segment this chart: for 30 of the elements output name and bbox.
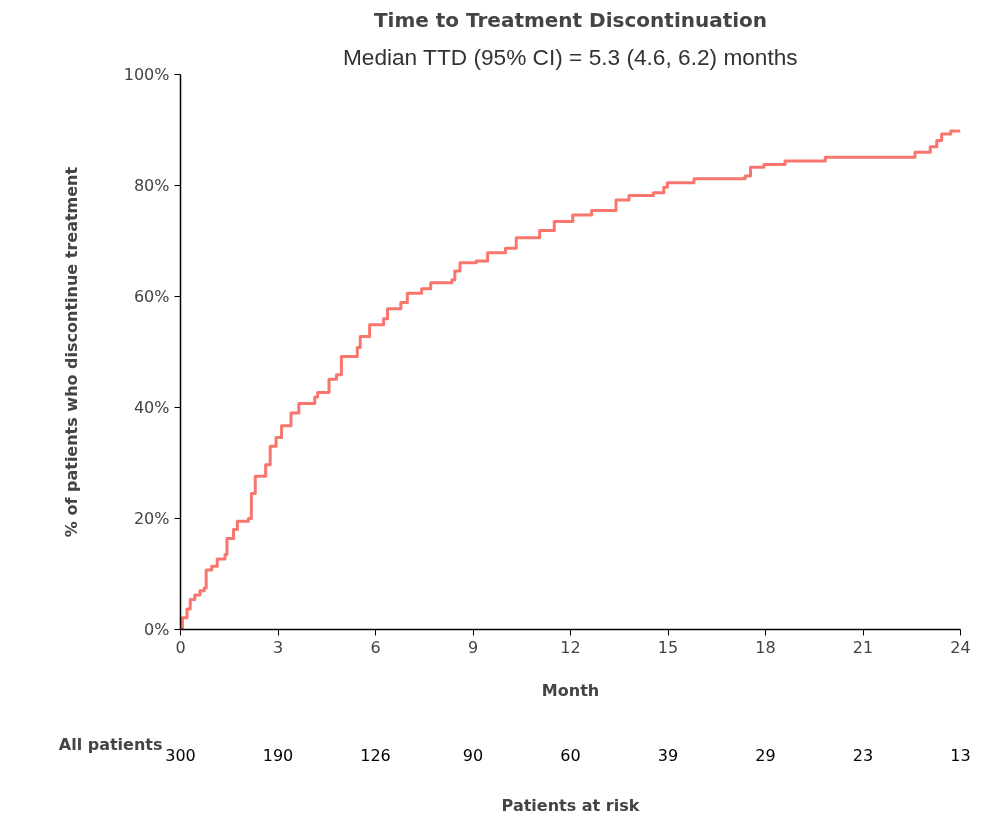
- text: Patients at risk: [501, 795, 640, 815]
- y-tick-label: 60%: [133, 287, 170, 306]
- text: 60: [560, 745, 581, 765]
- y-tick-label: 20%: [133, 509, 170, 528]
- x-tick-label: 0: [175, 637, 186, 657]
- text: All patients: [58, 735, 163, 754]
- text: 300: [165, 745, 196, 765]
- y-tick-label: 80%: [133, 176, 170, 195]
- text: 23: [852, 745, 874, 765]
- text: 39: [657, 745, 679, 765]
- x-tick-label: 18: [755, 637, 776, 657]
- text: 90: [462, 745, 484, 765]
- chart-title: Time to Treatment Discontinuation: [373, 7, 768, 32]
- chart-subtitle: Median TTD (95% CI) = 5.3 (4.6, 6.2) months: [342, 43, 798, 70]
- x-tick-label: 12: [560, 637, 581, 657]
- text: 29: [755, 745, 776, 765]
- x-tick-label: 21: [852, 637, 874, 657]
- y-tick-label: 100%: [123, 65, 170, 84]
- x-axis-title: Month: [541, 680, 600, 700]
- x-tick-label: 6: [370, 637, 381, 657]
- x-tick-label: 9: [467, 637, 479, 657]
- text: 126: [360, 745, 391, 765]
- text: 190: [262, 745, 294, 765]
- x-tick-label: 3: [272, 637, 284, 657]
- y-tick-label: 0%: [144, 620, 170, 639]
- x-tick-label: 24: [950, 637, 971, 657]
- y-tick-label: 40%: [133, 398, 170, 417]
- text: 13: [950, 745, 971, 765]
- x-tick-label: 15: [657, 637, 679, 657]
- y-axis-title: % of patients who discontinue treatment: [61, 166, 81, 538]
